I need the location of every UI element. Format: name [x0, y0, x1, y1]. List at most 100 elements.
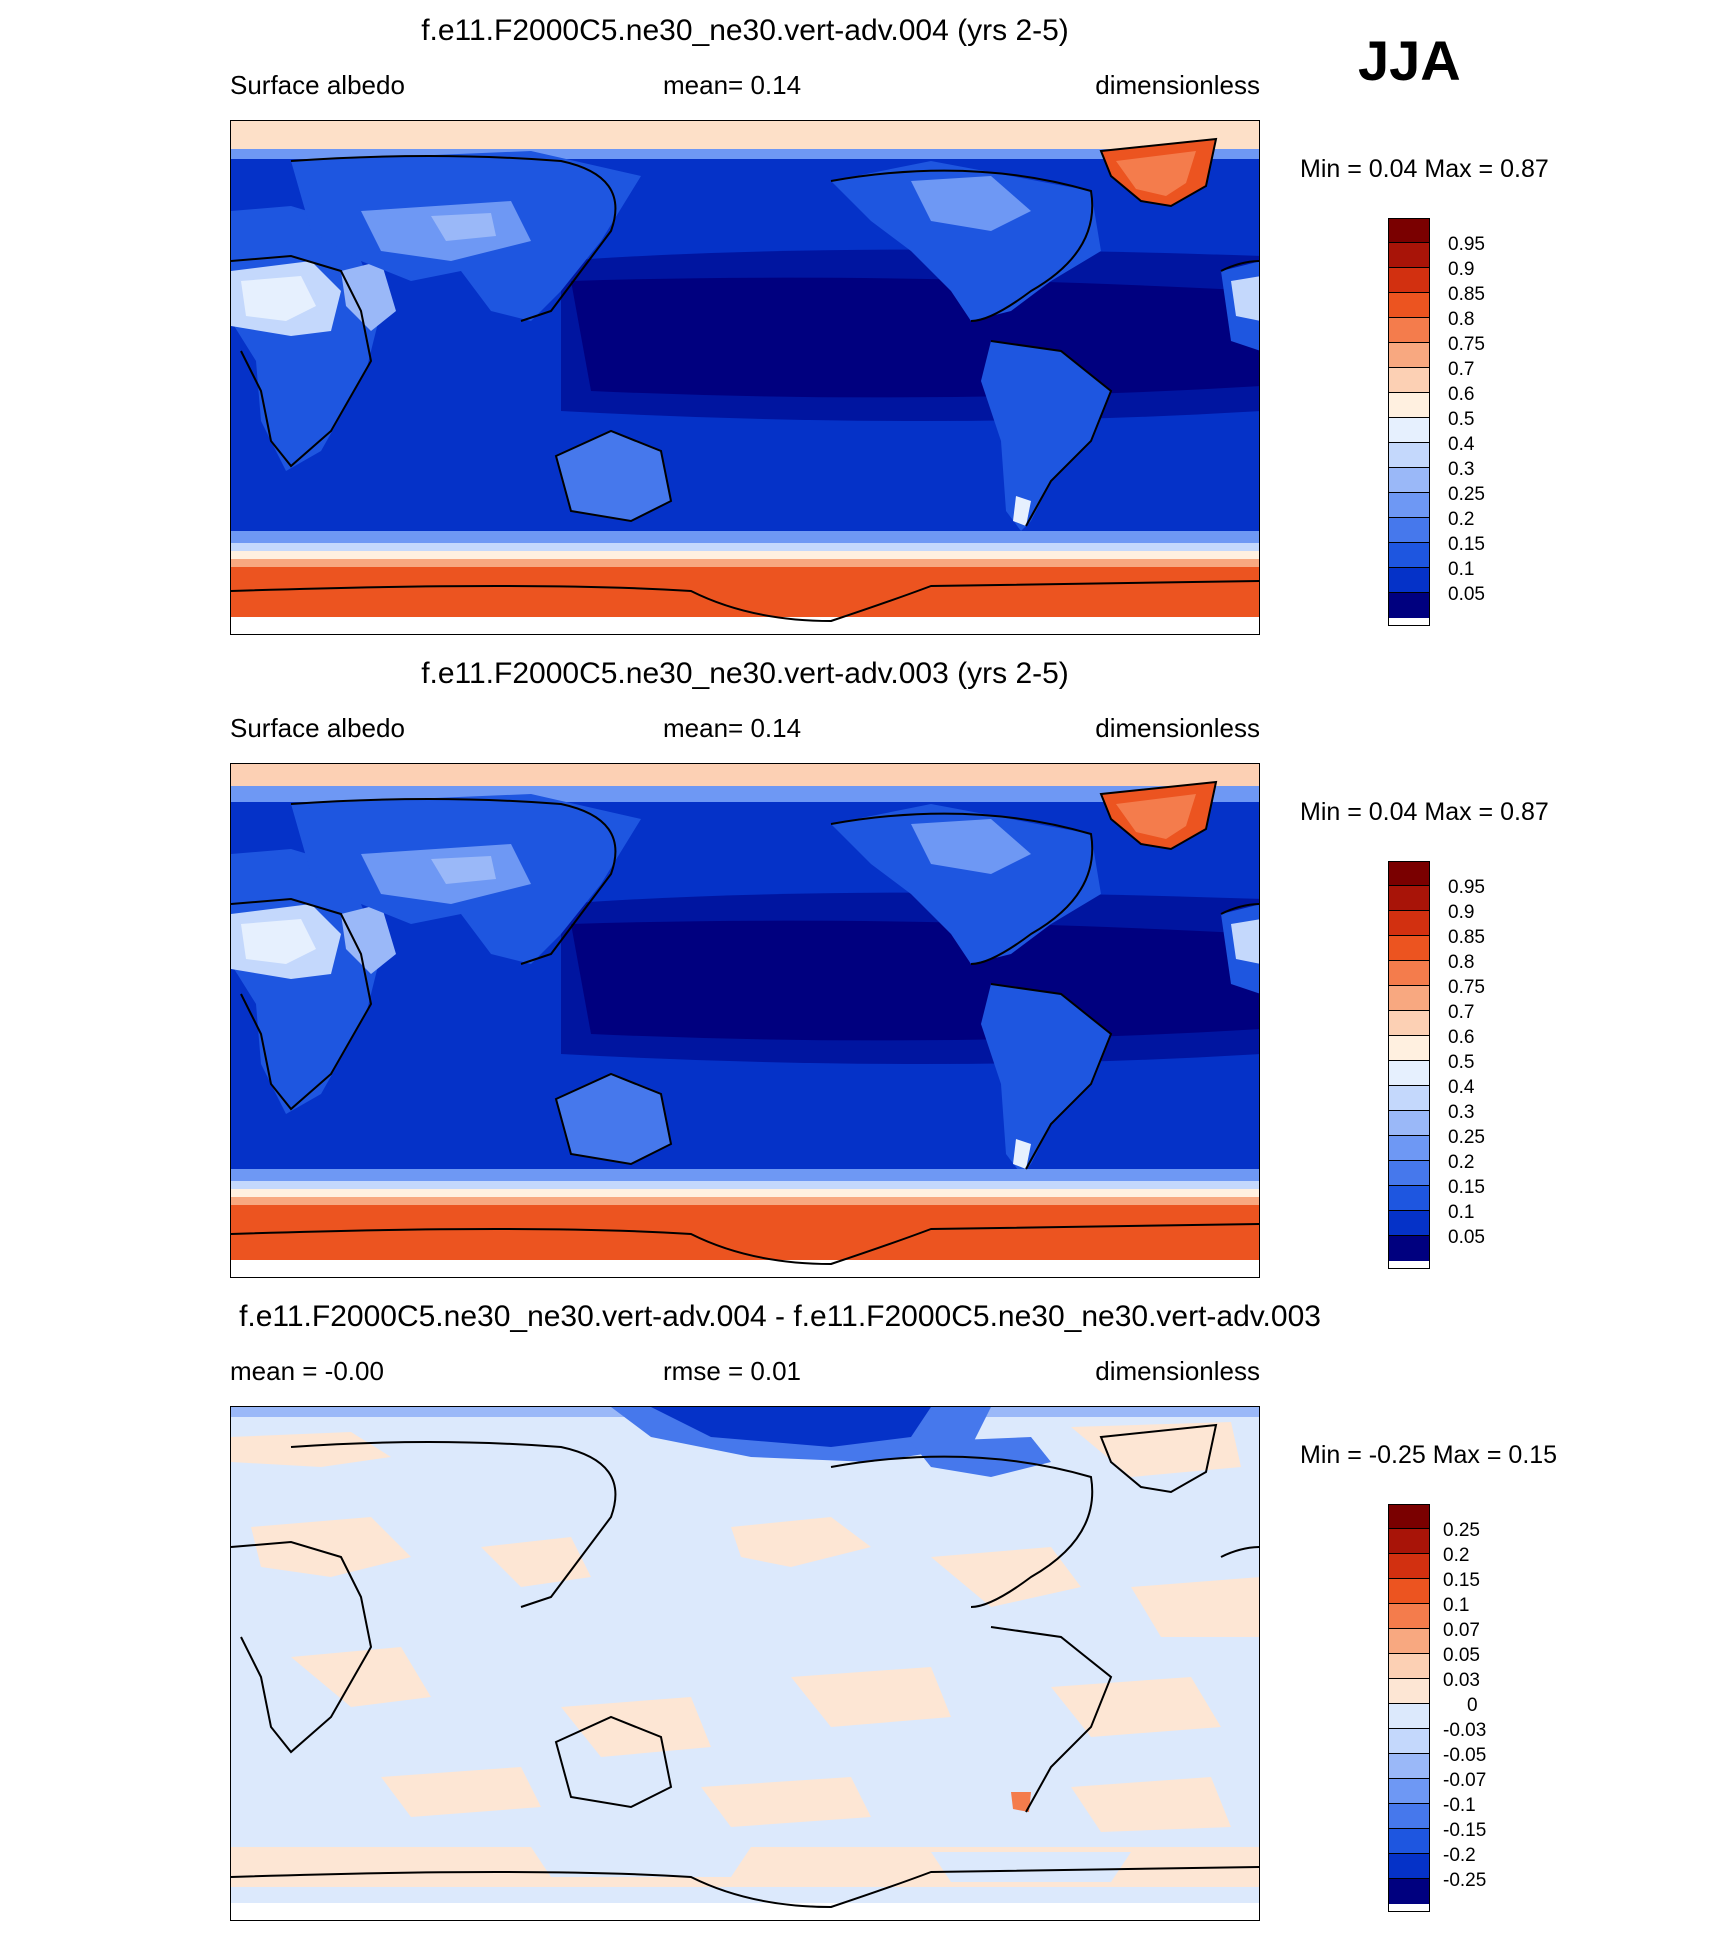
colorbar-tick-label: 0.25 — [1443, 1520, 1480, 1541]
colorbar-swatch — [1389, 1236, 1429, 1261]
colorbar-swatch — [1389, 268, 1429, 293]
difference-map — [230, 1406, 1260, 1921]
colorbar-tick-label: 0.15 — [1448, 534, 1485, 555]
colorbar-tick-label: 0.5 — [1448, 409, 1475, 430]
panel-title: f.e11.F2000C5.ne30_ne30.vert-adv.003 (yr… — [421, 657, 1069, 690]
colorbar-swatch — [1389, 1161, 1429, 1186]
colorbar-tick-label: 0.85 — [1448, 284, 1485, 305]
colorbar-tick-label: 0.75 — [1448, 977, 1485, 998]
colorbar-swatch — [1389, 1679, 1429, 1704]
colorbar-tick-label: 0.9 — [1448, 902, 1475, 923]
colorbar-swatch — [1389, 1011, 1429, 1036]
colorbar-swatch — [1389, 1629, 1429, 1654]
colorbar-tick-label: 0.03 — [1443, 1670, 1480, 1691]
min-max-label: Min = 0.04 Max = 0.87 — [1300, 798, 1549, 826]
albedo-map — [230, 763, 1260, 1278]
colorbar — [1388, 218, 1430, 626]
min-max-label: Min = 0.04 Max = 0.87 — [1300, 155, 1549, 183]
colorbar-swatch — [1389, 1061, 1429, 1086]
colorbar-swatch — [1389, 886, 1429, 911]
panel-title: f.e11.F2000C5.ne30_ne30.vert-adv.004 (yr… — [421, 14, 1069, 47]
colorbar-tick-label: -0.15 — [1443, 1820, 1487, 1841]
colorbar-swatch — [1389, 961, 1429, 986]
colorbar-swatch — [1389, 936, 1429, 961]
colorbar-tick-label: 0.7 — [1448, 359, 1475, 380]
colorbar-swatch — [1389, 593, 1429, 618]
variable-label: Surface albedo — [230, 713, 405, 743]
panel-title: f.e11.F2000C5.ne30_ne30.vert-adv.004 - f… — [239, 1300, 1321, 1333]
variable-label: Surface albedo — [230, 70, 405, 100]
colorbar-tick-label: 0.2 — [1448, 509, 1475, 530]
colorbar-swatch — [1389, 443, 1429, 468]
colorbar-swatch — [1389, 1554, 1429, 1579]
albedo-map — [230, 120, 1260, 635]
colorbar-swatch — [1389, 1529, 1429, 1554]
units-label: dimensionless — [1095, 713, 1260, 743]
colorbar-tick-label: 0.95 — [1448, 234, 1485, 255]
colorbar-tick-label: 0.4 — [1448, 1077, 1475, 1098]
colorbar-swatch — [1389, 1779, 1429, 1804]
colorbar-swatch — [1389, 1654, 1429, 1679]
colorbar-tick-label: -0.2 — [1443, 1845, 1476, 1866]
min-max-label: Min = -0.25 Max = 0.15 — [1300, 1441, 1558, 1469]
colorbar-swatch — [1389, 219, 1429, 243]
colorbar-tick-label: -0.05 — [1443, 1745, 1487, 1766]
colorbar-tick-label: 0.6 — [1448, 1027, 1475, 1048]
colorbar-tick-label: 0.2 — [1443, 1545, 1470, 1566]
colorbar-swatch — [1389, 1754, 1429, 1779]
colorbar-swatch — [1389, 468, 1429, 493]
colorbar-tick-label: 0.15 — [1448, 1177, 1485, 1198]
colorbar-swatch — [1389, 911, 1429, 936]
colorbar-tick-label: 0.1 — [1448, 559, 1475, 580]
colorbar-tick-label: 0.1 — [1443, 1595, 1470, 1616]
colorbar-swatch — [1389, 1505, 1429, 1529]
colorbar-swatch — [1389, 1729, 1429, 1754]
colorbar-tick-label: 0.7 — [1448, 1002, 1475, 1023]
colorbar-tick-label: -0.25 — [1443, 1870, 1487, 1891]
mean-label: mean = -0.00 — [230, 1356, 384, 1386]
colorbar-tick-label: 0.1 — [1448, 1202, 1475, 1223]
colorbar — [1388, 1504, 1430, 1912]
colorbar-tick-label: 0.3 — [1448, 1102, 1475, 1123]
colorbar-swatch — [1389, 393, 1429, 418]
colorbar-tick-label: -0.1 — [1443, 1795, 1476, 1816]
colorbar-tick-label: 0.15 — [1443, 1570, 1480, 1591]
colorbar-tick-label: 0.8 — [1448, 309, 1475, 330]
colorbar-tick-label: 0.3 — [1448, 459, 1475, 480]
colorbar-swatch — [1389, 1854, 1429, 1879]
colorbar-swatch — [1389, 1879, 1429, 1904]
colorbar-tick-label: 0.9 — [1448, 259, 1475, 280]
colorbar-tick-label: 0.07 — [1443, 1620, 1480, 1641]
colorbar-tick-label: -0.07 — [1443, 1770, 1487, 1791]
mean-label: mean= 0.14 — [663, 70, 802, 100]
colorbar-swatch — [1389, 1579, 1429, 1604]
difference-map-plot — [231, 1407, 1259, 1920]
colorbar-tick-label: 0.8 — [1448, 952, 1475, 973]
colorbar-tick-label: 0.05 — [1443, 1645, 1480, 1666]
units-label: dimensionless — [1095, 70, 1260, 100]
colorbar-swatch — [1389, 1111, 1429, 1136]
colorbar-swatch — [1389, 1604, 1429, 1629]
colorbar-tick-label: 0.25 — [1448, 1127, 1485, 1148]
colorbar-swatch — [1389, 568, 1429, 593]
colorbar-swatch — [1389, 1036, 1429, 1061]
colorbar-swatch — [1389, 318, 1429, 343]
colorbar-swatch — [1389, 243, 1429, 268]
colorbar-swatch — [1389, 862, 1429, 886]
albedo-map-plot — [231, 121, 1259, 634]
colorbar-tick-label: -0.03 — [1443, 1720, 1487, 1741]
colorbar-swatch — [1389, 343, 1429, 368]
colorbar-tick-label: 0.85 — [1448, 927, 1485, 948]
albedo-map-plot — [231, 764, 1259, 1277]
colorbar-swatch — [1389, 368, 1429, 393]
colorbar-swatch — [1389, 1211, 1429, 1236]
colorbar-swatch — [1389, 1829, 1429, 1854]
units-label: dimensionless — [1095, 1356, 1260, 1386]
colorbar-tick-label: 0.2 — [1448, 1152, 1475, 1173]
colorbar-tick-label: 0.6 — [1448, 384, 1475, 405]
mean-label: mean= 0.14 — [663, 713, 802, 743]
colorbar-swatch — [1389, 986, 1429, 1011]
colorbar-tick-label: 0.05 — [1448, 584, 1485, 605]
colorbar-swatch — [1389, 493, 1429, 518]
